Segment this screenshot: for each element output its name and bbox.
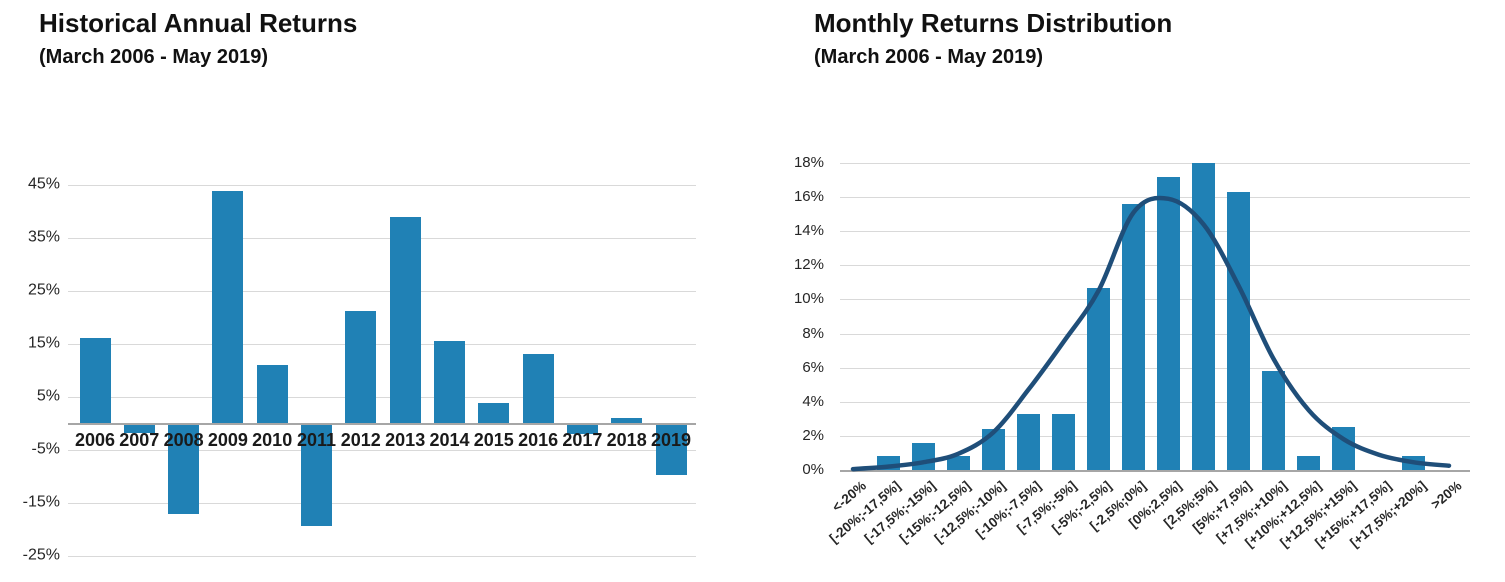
bar-2007: [123, 423, 155, 434]
y-axis-label: 10%: [793, 290, 824, 308]
x-axis-label-2017: 2017: [562, 430, 603, 450]
x-axis-label-bin-18: >20%: [1428, 478, 1465, 512]
x-axis-label-2013: 2013: [385, 430, 426, 450]
bar-[+10%;+12,5%]: [1297, 456, 1321, 470]
gridline: [68, 184, 696, 186]
x-axis-label-2012: 2012: [340, 430, 381, 450]
y-axis-label: 4%: [802, 392, 824, 410]
bar-[-12,5%;-10%]: [981, 429, 1005, 470]
gridline: [840, 265, 1470, 267]
bar-[+7,5%;+10%]: [1262, 371, 1286, 470]
gridline: [840, 197, 1470, 199]
gridline: [840, 231, 1470, 233]
gridline: [68, 555, 696, 557]
bar-[-15%;-12,5%]: [946, 456, 970, 470]
x-axis-line: [840, 469, 1470, 472]
annual-returns-subtitle: (March 2006 - May 2019): [39, 46, 269, 68]
x-axis-label-2014: 2014: [429, 430, 470, 450]
bar-2006: [79, 338, 111, 423]
gridline: [840, 333, 1470, 335]
gridline: [68, 396, 696, 398]
y-axis-label: 12%: [793, 256, 824, 274]
y-axis-label: 0%: [802, 461, 824, 479]
bar-[-20%;-17,5%]: [876, 456, 900, 470]
bar-2017: [566, 423, 598, 434]
x-axis-label-2016: 2016: [518, 430, 559, 450]
gridline: [68, 237, 696, 239]
y-axis-label: 8%: [802, 324, 824, 342]
bar-2018: [611, 417, 643, 423]
monthly-distribution-title: Monthly Returns Distribution: [814, 8, 1173, 38]
gridline: [68, 290, 696, 292]
y-axis-label: 5%: [36, 387, 60, 405]
gridline: [840, 367, 1470, 369]
annual-returns-title: Historical Annual Returns: [39, 8, 358, 38]
bar-2013: [389, 217, 421, 423]
bar-2008: [168, 423, 200, 514]
bar-2014: [434, 341, 465, 423]
bar-2011: [301, 423, 332, 526]
bar-[+17,5%;+20%]: [1402, 456, 1426, 470]
gridline: [840, 435, 1470, 437]
x-axis-label-2015: 2015: [473, 430, 514, 450]
y-axis-label: 15%: [27, 334, 60, 352]
y-axis-label: 45%: [27, 175, 60, 193]
bar-[-10%;-7,5%]: [1016, 413, 1040, 470]
bar-[-5%;-2,5%]: [1086, 287, 1110, 470]
gridline: [840, 163, 1470, 164]
y-axis-label: 16%: [793, 188, 824, 206]
y-axis-label: -25%: [22, 546, 60, 564]
bar-2015: [478, 402, 510, 423]
x-axis-label-2006: 2006: [74, 430, 116, 450]
y-axis-label: 18%: [793, 154, 824, 172]
bar-2009: [212, 190, 244, 423]
gridline: [68, 502, 696, 504]
bar-2010: [256, 364, 288, 423]
bar-[+12,5%;+15%]: [1332, 427, 1356, 470]
gridline: [840, 401, 1470, 403]
y-axis-label: -5%: [31, 440, 60, 458]
monthly-distribution-subtitle: (March 2006 - May 2019): [814, 46, 1044, 68]
gridline: [840, 299, 1470, 301]
y-axis-label: -15%: [22, 493, 60, 511]
x-axis-label-2011: 2011: [296, 430, 337, 450]
gridline: [68, 449, 696, 451]
x-axis-label-2007: 2007: [119, 430, 160, 450]
bar-2012: [345, 311, 377, 423]
bar-2019: [655, 423, 687, 475]
bar-[-7,5%;-5%]: [1051, 413, 1075, 470]
bar-[-2,5%;0%]: [1122, 203, 1145, 470]
y-axis-label: 14%: [793, 222, 824, 240]
bar-[0%;2,5%]: [1157, 176, 1180, 470]
gridline: [68, 343, 696, 345]
x-axis-label-2019: 2019: [650, 430, 692, 450]
x-axis-line: [68, 422, 696, 425]
x-axis-label-2008: 2008: [163, 430, 204, 450]
bar-[5%;+7,5%]: [1227, 192, 1251, 470]
bar-[2,5%;5%]: [1192, 163, 1216, 470]
x-axis-label-2010: 2010: [252, 430, 293, 450]
y-axis-label: 25%: [27, 281, 60, 299]
y-axis-label: 35%: [27, 228, 60, 246]
bar-2016: [522, 353, 554, 423]
x-axis-label-2018: 2018: [606, 430, 647, 450]
x-axis-label-2009: 2009: [207, 430, 248, 450]
bar-[-17,5%;-15%]: [911, 442, 935, 470]
y-axis-label: 6%: [802, 358, 824, 376]
y-axis-label: 2%: [802, 427, 824, 445]
